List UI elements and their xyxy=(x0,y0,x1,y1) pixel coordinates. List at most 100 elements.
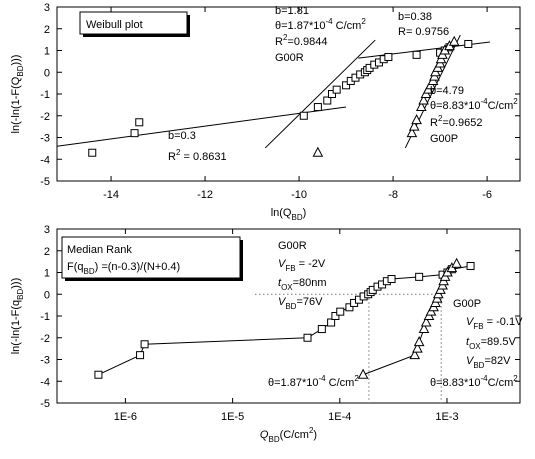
triangle-marker xyxy=(418,94,429,105)
y-tick-label: -2 xyxy=(40,111,50,123)
annotation: G00P xyxy=(453,298,481,310)
annotation-part: V xyxy=(278,258,287,270)
annotation-part: FB xyxy=(285,264,295,273)
y-tick-label: -1 xyxy=(40,311,50,323)
square-marker xyxy=(136,351,145,360)
annotation-part: b=1.81 xyxy=(275,5,309,17)
triangle-marker xyxy=(357,368,369,379)
annotation-part: -4 xyxy=(480,97,488,106)
x-axis-title-part: (C/cm xyxy=(280,429,309,441)
annotation-part: =82V xyxy=(484,355,511,367)
annotation: R2=0.9844 xyxy=(275,33,327,48)
annotation-part: =80nm xyxy=(293,277,327,289)
square-marker xyxy=(336,307,345,316)
y-tick-label: 1 xyxy=(44,268,50,280)
y-tick-label: 1 xyxy=(44,46,50,58)
x-axis-title-part: 2 xyxy=(309,426,314,435)
annotation: G00P xyxy=(430,133,458,145)
triangle-marker xyxy=(413,336,425,347)
annotation-part: t xyxy=(466,336,470,348)
square-marker xyxy=(415,272,424,281)
annotation: G00R xyxy=(278,240,307,252)
annotation: VBD=82V xyxy=(466,355,511,370)
y-axis-title-part: ln(-ln(1-F(q xyxy=(10,300,22,354)
annotation: VFB = -0.1V xyxy=(466,316,523,331)
annotation-part: =0.9652 xyxy=(442,117,482,129)
square-marker xyxy=(345,303,354,312)
annotation-part: F(q xyxy=(67,261,84,273)
annotation-part: -4 xyxy=(318,374,326,383)
triangle-marker xyxy=(409,349,421,360)
annotation-part: -4 xyxy=(325,17,333,26)
annotation-part: C/cm xyxy=(488,377,514,389)
title-box xyxy=(79,11,188,35)
annotation-part: θ=8.83*10 xyxy=(430,100,480,112)
square-marker xyxy=(332,85,341,94)
annotation-part: V xyxy=(466,355,475,367)
annotation-part: R xyxy=(275,36,283,48)
square-marker xyxy=(88,148,97,157)
square-marker xyxy=(313,103,322,112)
x-tick-label: 1E-5 xyxy=(221,411,244,423)
triangle-marker xyxy=(451,257,462,268)
annotation-part: 2 xyxy=(361,17,366,26)
x-axis-title: ln(QBD) xyxy=(271,207,307,222)
x-tick-label: -6 xyxy=(482,189,492,201)
annotation-part: t xyxy=(278,277,282,289)
annotation: VBD=76V xyxy=(278,296,323,311)
annotation-part: 2 xyxy=(176,148,181,157)
annotation-part: b=4.79 xyxy=(430,85,464,97)
y-tick-label: 2 xyxy=(44,246,50,258)
annotation-part: FB xyxy=(473,322,483,331)
square-marker xyxy=(412,50,421,59)
square-marker xyxy=(140,340,149,349)
annotation-part: G00R xyxy=(275,52,304,64)
y-tick-label: 0 xyxy=(44,67,50,79)
x-tick-label: -14 xyxy=(103,189,119,201)
annotation-part: R xyxy=(430,117,438,129)
x-tick-label: 1E-3 xyxy=(435,411,458,423)
square-marker xyxy=(384,53,393,62)
x-axis-title-part: ) xyxy=(313,429,317,441)
annotation: tOX=80nm xyxy=(278,277,327,292)
annotation: G00R xyxy=(275,52,304,64)
annotation-part: 2 xyxy=(438,114,443,123)
square-marker xyxy=(466,261,475,270)
annotation-part: b=0.3 xyxy=(168,130,196,142)
x-tick-label: 1E-6 xyxy=(114,411,137,423)
annotation-part: V xyxy=(466,316,475,328)
y-axis-title-part: ln(-ln(1-F(Q xyxy=(10,76,22,133)
chart-title: Median Rank xyxy=(67,244,132,256)
triangle-marker xyxy=(420,316,432,327)
annotation: b=1.81 xyxy=(275,5,309,17)
fit-line xyxy=(56,106,347,147)
square-marker xyxy=(317,325,326,334)
triangle-marker xyxy=(448,35,460,46)
y-axis-title: ln(-ln(1-F(qBD))) xyxy=(10,278,25,355)
annotation: θ=1.87*10-4 C/cm2 xyxy=(268,374,359,389)
square-marker xyxy=(464,39,473,48)
square-marker xyxy=(327,318,336,327)
y-tick-label: -3 xyxy=(40,133,50,145)
triangle-marker xyxy=(312,146,324,157)
annotation: b=0.38 xyxy=(398,11,432,23)
triangle-marker xyxy=(418,322,430,334)
y-axis-title-part: ))) xyxy=(10,278,22,289)
square-marker xyxy=(387,275,396,284)
annotation-part: R xyxy=(168,151,176,163)
annotation-part: = 0.8631 xyxy=(180,151,226,163)
annotation-part: OX xyxy=(281,283,293,292)
annotation-part: 2 xyxy=(354,374,359,383)
annotation: θ=8.83*10-4C/cm2 xyxy=(430,97,518,112)
square-marker xyxy=(130,129,139,138)
y-tick-label: -1 xyxy=(40,89,50,101)
x-axis-title: QBD(C/cm2) xyxy=(260,426,317,444)
square-marker xyxy=(135,118,144,127)
annotation-part: G00P xyxy=(430,133,458,145)
annotation-part: V xyxy=(278,296,287,308)
y-tick-label: -4 xyxy=(40,154,50,166)
annotation-part: C/cm xyxy=(333,20,362,32)
annotation-part: G00R xyxy=(278,240,307,252)
x-axis-title-part: ) xyxy=(303,207,307,219)
